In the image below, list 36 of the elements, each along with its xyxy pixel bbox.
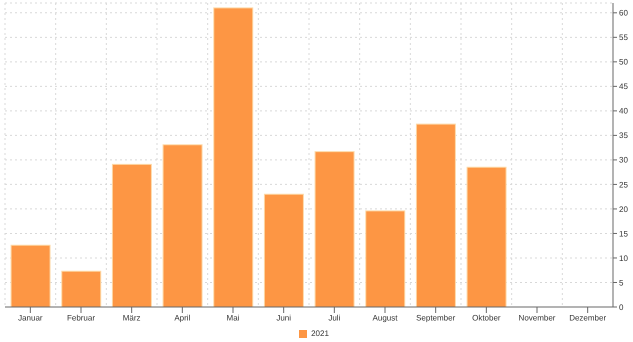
- y-tick-label: 60: [619, 8, 628, 18]
- x-tick-label: Juni: [276, 314, 292, 323]
- x-tick-label: Januar: [18, 314, 43, 323]
- x-tick-label: Oktober: [472, 314, 501, 323]
- x-tick-label: März: [122, 314, 141, 323]
- y-tick-label: 50: [619, 58, 628, 67]
- y-tick-label: 55: [619, 33, 628, 42]
- legend-label: 2021: [311, 329, 329, 338]
- x-tick-label: November: [518, 314, 556, 323]
- y-tick-label: 35: [619, 131, 628, 140]
- y-tick-label: 0: [619, 302, 624, 312]
- x-tick-label: Februar: [66, 314, 96, 323]
- bar: [213, 7, 254, 307]
- bar: [10, 244, 51, 307]
- x-tick-label: August: [372, 314, 398, 323]
- bar: [416, 124, 456, 307]
- y-tick-label: 45: [619, 82, 628, 92]
- x-tick-label: Mai: [226, 314, 240, 323]
- y-tick-label: 25: [619, 180, 628, 190]
- bar: [264, 194, 304, 307]
- y-tick-label: 40: [619, 106, 628, 116]
- x-tick-label: September: [416, 314, 456, 323]
- bar: [112, 164, 152, 307]
- y-tick-label: 15: [619, 229, 628, 238]
- bar: [466, 166, 507, 307]
- y-tick-label: 10: [619, 254, 628, 263]
- x-tick-label: April: [174, 314, 191, 323]
- bar: [314, 151, 355, 307]
- bar: [61, 270, 102, 307]
- bar: [365, 210, 406, 307]
- x-tick-label: Juli: [328, 314, 341, 323]
- y-tick-label: 20: [619, 204, 628, 214]
- y-tick-label: 5: [619, 278, 624, 288]
- bar: [162, 144, 203, 307]
- y-tick-label: 30: [619, 156, 628, 165]
- x-tick-label: Dezember: [569, 314, 606, 323]
